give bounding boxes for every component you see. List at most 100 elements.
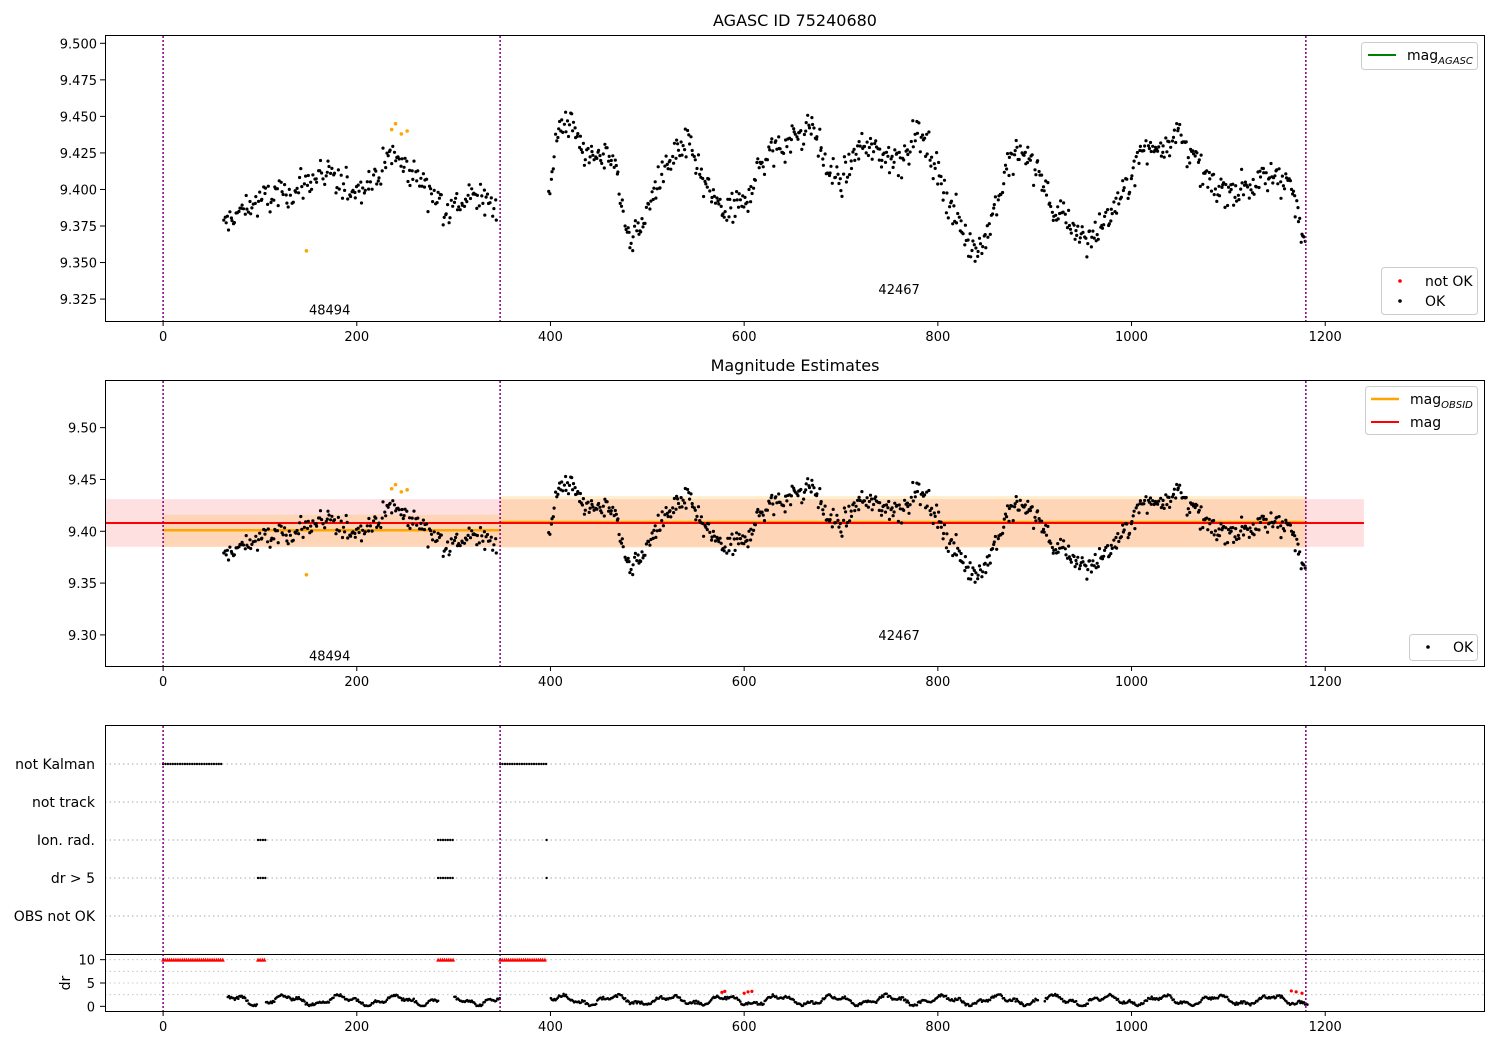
magnitude-ok-point xyxy=(562,483,567,487)
agasc-ok-point xyxy=(1279,196,1283,200)
agasc-ok-point xyxy=(749,185,753,189)
magnitude-ok-point xyxy=(1125,522,1129,526)
agasc-ok-point xyxy=(718,197,722,201)
agasc-ok-point xyxy=(880,158,884,162)
agasc-ok-point xyxy=(809,132,813,136)
dr-point xyxy=(1225,995,1229,999)
magnitude-not-ok-point xyxy=(405,488,409,492)
magnitude-ok-point xyxy=(260,536,264,540)
dr-clipped-marker xyxy=(451,957,456,962)
dr-point xyxy=(1114,996,1117,1000)
magnitude-ok-point xyxy=(451,541,455,545)
agasc-ok-point xyxy=(878,147,882,151)
agasc-ok-point xyxy=(255,214,260,218)
magnitude-ok-point xyxy=(1226,541,1230,545)
magnitude-ok-point xyxy=(426,545,430,549)
magnitude-ok-point xyxy=(1051,551,1055,555)
magnitude-ok-point xyxy=(324,520,328,524)
magnitude-ok-point xyxy=(583,508,587,512)
agasc-ok-point xyxy=(689,135,693,139)
magnitude-ok-point xyxy=(1073,565,1077,569)
agasc-ok-point xyxy=(644,205,649,209)
agasc-ok-point xyxy=(827,173,832,178)
agasc-ok-point xyxy=(1296,206,1300,210)
agasc-ok-point xyxy=(1086,242,1090,246)
agasc-ok-point xyxy=(410,169,414,173)
agasc-ok-point xyxy=(1164,136,1168,140)
magnitude-ok-point xyxy=(1258,520,1263,525)
magnitude-ok-point xyxy=(1171,492,1176,496)
flag-point xyxy=(186,762,189,766)
agasc-ok-point xyxy=(1229,187,1233,192)
x-tick-label: 400 xyxy=(538,1020,563,1035)
agasc-ok-point xyxy=(796,137,800,141)
magnitude-ok-point xyxy=(1145,511,1149,515)
agasc-ok-point xyxy=(1034,173,1038,177)
agasc-ok-point xyxy=(1117,202,1121,206)
agasc-ok-point xyxy=(1209,189,1214,193)
magnitude-ok-point xyxy=(598,505,602,509)
agasc-ok-point xyxy=(1249,188,1253,192)
magnitude-ok-point xyxy=(1282,529,1287,533)
magnitude-ok-point xyxy=(1091,559,1095,563)
dr-point xyxy=(1263,994,1266,997)
magnitude-ok-point xyxy=(733,548,737,553)
magnitude-ok-point xyxy=(368,524,372,528)
agasc-ok-point xyxy=(909,139,913,144)
agasc-ok-point xyxy=(1143,144,1147,148)
magnitude-ok-point xyxy=(311,519,315,523)
agasc-ok-point xyxy=(380,169,384,173)
flag-point xyxy=(523,762,526,766)
agasc-ok-point xyxy=(811,122,815,127)
agasc-ok-point xyxy=(893,148,897,152)
agasc-ok-point xyxy=(337,187,341,191)
agasc-ok-point xyxy=(1246,185,1250,189)
magnitude-ok-point xyxy=(422,528,427,532)
magnitude-ok-point xyxy=(915,489,920,494)
flag-point xyxy=(176,762,179,766)
magnitude-ok-point xyxy=(874,495,878,499)
magnitude-ok-point xyxy=(1188,510,1192,515)
magnitude-ok-point xyxy=(1276,525,1280,529)
agasc-ok-point xyxy=(401,169,405,173)
magnitude-ok-point xyxy=(1041,527,1046,532)
agasc-ok-point xyxy=(840,194,844,198)
agasc-ok-point xyxy=(1279,180,1283,184)
magnitude-ok-point xyxy=(654,535,658,540)
agasc-ok-point xyxy=(686,128,690,133)
magnitude-ok-point xyxy=(968,561,972,565)
agasc-ok-point xyxy=(1036,159,1040,163)
magnitude-ok-point xyxy=(991,547,995,551)
x-tick-label: 1000 xyxy=(1115,1020,1148,1035)
agasc-ok-point xyxy=(353,196,357,200)
magnitude-ok-point xyxy=(942,523,947,527)
magnitude-ok-point xyxy=(249,546,253,551)
dr-point xyxy=(243,996,247,1000)
dr-point xyxy=(1053,992,1057,996)
magnitude-ok-point xyxy=(240,540,244,545)
magnitude-ok-point xyxy=(646,540,651,544)
magnitude-ok-point xyxy=(913,490,917,494)
magnitude-ok-point xyxy=(1157,499,1161,503)
agasc-ok-point xyxy=(652,186,656,190)
agasc-ok-point xyxy=(300,185,304,189)
magnitude-ok-point xyxy=(977,564,982,568)
magnitude-ok-point xyxy=(609,509,613,513)
magnitude-ok-point xyxy=(266,540,270,544)
x-tick-label: 800 xyxy=(925,330,950,345)
agasc-ok-point xyxy=(421,172,425,176)
agasc-ok-point xyxy=(1241,193,1246,197)
agasc-ok-point xyxy=(318,169,322,173)
agasc-ok-point xyxy=(406,179,410,184)
magnitude-ok-point xyxy=(420,527,424,531)
flag-point xyxy=(537,762,541,766)
magnitude-ok-point xyxy=(1081,560,1085,564)
magnitude-ok-point xyxy=(439,533,443,537)
magnitude-ok-point xyxy=(1159,506,1163,510)
agasc-ok-point xyxy=(1291,189,1296,193)
flag-point xyxy=(535,762,538,766)
agasc-ok-point xyxy=(690,148,694,153)
magnitude-ok-point xyxy=(954,533,958,537)
agasc-ok-point xyxy=(485,192,490,196)
agasc-ok-point xyxy=(1239,187,1243,191)
